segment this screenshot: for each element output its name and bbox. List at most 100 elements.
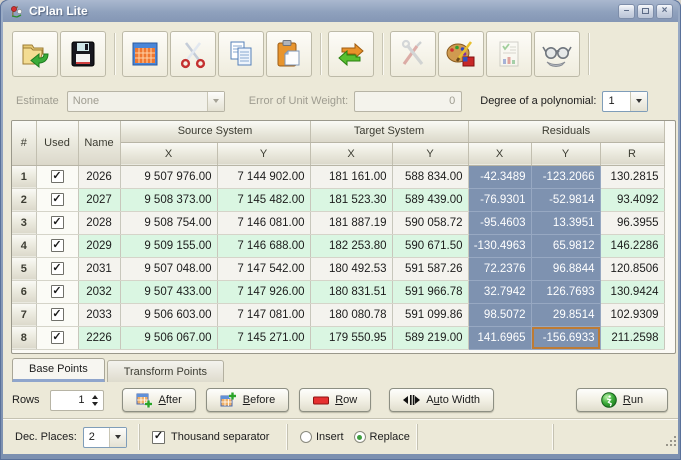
residual-r-cell[interactable]: 93.4092 [600, 188, 665, 212]
row-number-cell[interactable]: 6 [12, 280, 37, 304]
target-y-cell[interactable]: 589 219.00 [392, 326, 469, 350]
insert-radio[interactable] [300, 431, 312, 443]
minimize-button[interactable]: – [618, 3, 635, 19]
error-of-unit-weight-input[interactable]: 0 [354, 90, 463, 112]
used-cell[interactable]: ✓ [36, 188, 79, 212]
used-cell[interactable]: ✓ [36, 257, 79, 281]
residual-x-cell[interactable]: 32.7942 [468, 280, 532, 304]
source-x-cell[interactable]: 9 508 754.00 [120, 211, 218, 235]
row-number-cell[interactable]: 7 [12, 303, 37, 327]
col-header-residual-y[interactable]: Y [531, 142, 601, 166]
view-button[interactable] [534, 31, 580, 77]
name-cell[interactable]: 2028 [78, 211, 121, 235]
col-group-source-system[interactable]: Source System [120, 121, 311, 143]
name-cell[interactable]: 2026 [78, 165, 121, 189]
target-x-cell[interactable]: 180 080.78 [310, 303, 393, 327]
residual-y-cell[interactable]: 29.8514 [531, 303, 601, 327]
residual-r-cell[interactable]: 130.2815 [600, 165, 665, 189]
residual-y-cell[interactable]: 126.7693 [531, 280, 601, 304]
col-group-residuals[interactable]: Residuals [468, 121, 665, 143]
source-y-cell[interactable]: 7 144 902.00 [217, 165, 311, 189]
used-cell[interactable]: ✓ [36, 326, 79, 350]
target-y-cell[interactable]: 589 439.00 [392, 188, 469, 212]
degree-of-polynomial-select[interactable]: 1 [602, 90, 649, 112]
row-number-cell[interactable]: 1 [12, 165, 37, 189]
replace-radio[interactable] [353, 431, 366, 443]
target-x-cell[interactable]: 179 550.95 [310, 326, 393, 350]
source-x-cell[interactable]: 9 506 603.00 [120, 303, 218, 327]
target-x-cell[interactable]: 181 161.00 [310, 165, 393, 189]
row-number-cell[interactable]: 4 [12, 234, 37, 258]
row-number-cell[interactable]: 2 [12, 188, 37, 212]
source-y-cell[interactable]: 7 147 542.00 [217, 257, 311, 281]
col-header-source-y[interactable]: Y [217, 142, 311, 166]
before-button[interactable]: Before [205, 388, 290, 412]
col-header-used[interactable]: Used [36, 121, 79, 166]
residual-x-cell[interactable]: -95.4603 [468, 211, 532, 235]
transform-button[interactable] [328, 31, 374, 77]
spin-up-icon[interactable] [92, 394, 99, 399]
col-header-residual-x[interactable]: X [468, 142, 532, 166]
col-header-name[interactable]: Name [78, 121, 121, 166]
residual-x-cell[interactable]: 98.5072 [468, 303, 532, 327]
col-header-residual-r[interactable]: R [600, 142, 665, 166]
target-y-cell[interactable]: 590 671.50 [392, 234, 469, 258]
row-number-cell[interactable]: 3 [12, 211, 37, 235]
col-header-source-x[interactable]: X [120, 142, 218, 166]
name-cell[interactable]: 2027 [78, 188, 121, 212]
residual-y-cell[interactable]: -52.9814 [531, 188, 601, 212]
target-x-cell[interactable]: 180 831.51 [310, 280, 393, 304]
used-checkbox[interactable]: ✓ [50, 170, 64, 183]
residual-y-cell[interactable]: 65.9812 [531, 234, 601, 258]
tab-transform-points[interactable]: Transform Points [106, 360, 225, 382]
name-cell[interactable]: 2033 [78, 303, 121, 327]
row-number-cell[interactable]: 8 [12, 326, 37, 350]
target-y-cell[interactable]: 590 058.72 [392, 211, 469, 235]
paste-button[interactable] [266, 31, 312, 77]
used-cell[interactable]: ✓ [36, 211, 79, 235]
row-button[interactable]: Row [299, 388, 372, 412]
used-checkbox[interactable]: ✓ [50, 193, 64, 206]
col-header-num[interactable]: # [12, 121, 37, 166]
used-cell[interactable]: ✓ [36, 303, 79, 327]
source-y-cell[interactable]: 7 146 688.00 [217, 234, 311, 258]
source-x-cell[interactable]: 9 506 067.00 [120, 326, 218, 350]
used-cell[interactable]: ✓ [36, 165, 79, 189]
cut-button[interactable] [170, 31, 216, 77]
name-cell[interactable]: 2029 [78, 234, 121, 258]
report-button[interactable] [486, 31, 532, 77]
source-x-cell[interactable]: 9 507 976.00 [120, 165, 218, 189]
residual-x-cell[interactable]: -76.9301 [468, 188, 532, 212]
dec-places-select[interactable]: 2 [82, 426, 127, 448]
source-y-cell[interactable]: 7 147 081.00 [217, 303, 311, 327]
source-y-cell[interactable]: 7 147 926.00 [217, 280, 311, 304]
used-cell[interactable]: ✓ [36, 234, 79, 258]
residual-r-cell[interactable]: 130.9424 [600, 280, 665, 304]
maximize-button[interactable] [637, 3, 654, 19]
run-button[interactable]: Run [576, 388, 668, 412]
residual-x-cell[interactable]: 72.2376 [468, 257, 532, 281]
target-x-cell[interactable]: 181 887.19 [310, 211, 393, 235]
target-y-cell[interactable]: 591 099.86 [392, 303, 469, 327]
row-number-cell[interactable]: 5 [12, 257, 37, 281]
source-x-cell[interactable]: 9 507 433.00 [120, 280, 218, 304]
close-button[interactable]: × [656, 3, 673, 19]
residual-r-cell[interactable]: 146.2286 [600, 234, 665, 258]
target-x-cell[interactable]: 180 492.53 [310, 257, 393, 281]
residual-x-cell[interactable]: -42.3489 [468, 165, 532, 189]
estimate-select[interactable]: None [66, 90, 225, 112]
residual-r-cell[interactable]: 102.9309 [600, 303, 665, 327]
source-y-cell[interactable]: 7 145 271.00 [217, 326, 311, 350]
residual-x-cell[interactable]: -130.4963 [468, 234, 532, 258]
residual-x-cell[interactable]: 141.6965 [468, 326, 532, 350]
auto-width-button[interactable]: Auto Width [389, 388, 495, 412]
after-button[interactable]: After [121, 388, 196, 412]
palette-button[interactable] [438, 31, 484, 77]
copy-button[interactable] [218, 31, 264, 77]
residual-y-cell-focused[interactable]: -156.6933 [531, 326, 601, 350]
open-button[interactable] [12, 31, 58, 77]
used-checkbox[interactable]: ✓ [50, 285, 64, 298]
source-x-cell[interactable]: 9 508 373.00 [120, 188, 218, 212]
source-y-cell[interactable]: 7 145 482.00 [217, 188, 311, 212]
source-x-cell[interactable]: 9 507 048.00 [120, 257, 218, 281]
